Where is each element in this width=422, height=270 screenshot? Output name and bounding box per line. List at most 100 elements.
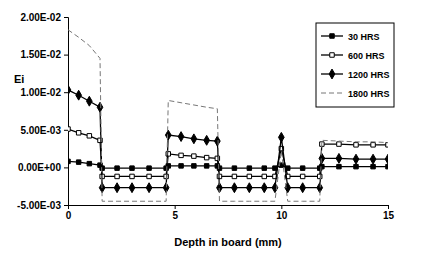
axis-line — [64, 18, 69, 206]
legend-marker — [330, 34, 334, 38]
tick-mark — [68, 205, 69, 209]
marker — [386, 143, 388, 147]
tick: 5 — [172, 205, 178, 221]
tick-mark — [64, 205, 68, 206]
tick: 10 — [276, 205, 288, 221]
data-area — [68, 30, 388, 201]
tick-label: 10 — [276, 210, 288, 221]
marker — [97, 102, 103, 112]
tick-mark — [64, 55, 68, 56]
marker — [76, 131, 80, 135]
tick-label: 1.00E-02 — [20, 87, 61, 98]
marker — [300, 183, 306, 193]
marker — [204, 135, 210, 145]
tick-mark — [64, 17, 68, 18]
legend-box — [316, 23, 394, 107]
marker — [178, 132, 184, 142]
legend-marker — [330, 53, 334, 57]
tick-label: 0 — [66, 210, 72, 221]
marker — [337, 142, 341, 146]
tick-label: 1.50E-02 — [20, 49, 61, 60]
marker — [147, 174, 151, 178]
marker — [204, 164, 208, 168]
marker — [385, 154, 388, 164]
tick: 0.00E+00 — [18, 162, 68, 173]
marker — [115, 174, 119, 178]
marker — [336, 153, 342, 163]
marker — [319, 153, 325, 163]
marker — [192, 154, 196, 158]
marker — [262, 166, 266, 170]
marker — [179, 153, 183, 157]
chart: -5.00E-03 0.00E+00 5.00E-03 1.00E-02 1.50E-0… — [0, 0, 422, 270]
marker — [370, 154, 376, 164]
tick-label: -5.00E-03 — [17, 200, 61, 211]
marker — [192, 164, 196, 168]
marker — [232, 166, 236, 170]
tick-mark — [388, 205, 389, 209]
marker — [278, 132, 284, 142]
marker — [354, 164, 358, 168]
legend-line — [321, 93, 343, 94]
marker — [87, 161, 91, 165]
marker — [337, 164, 341, 168]
marker — [68, 127, 70, 131]
legend-label: 30 HRS — [348, 32, 380, 42]
legend-label: 1200 HRS — [348, 70, 390, 80]
legend-marker — [329, 69, 335, 79]
tick: -5.00E-03 — [17, 200, 68, 211]
marker — [76, 90, 82, 100]
legend-label: 600 HRS — [348, 51, 385, 61]
marker — [247, 174, 251, 178]
marker — [130, 166, 134, 170]
marker — [214, 136, 220, 146]
marker — [300, 166, 304, 170]
tick-label: 5 — [172, 210, 178, 221]
marker — [165, 130, 171, 140]
marker — [247, 166, 251, 170]
marker — [371, 164, 375, 168]
tick: 15 — [383, 205, 395, 221]
marker — [114, 183, 120, 193]
marker — [232, 183, 238, 193]
marker — [147, 166, 151, 170]
series-line — [68, 30, 388, 201]
tick: 1.50E-02 — [20, 49, 68, 60]
tick-label: 5.00E-03 — [20, 125, 61, 136]
y-axis: -5.00E-03 0.00E+00 5.00E-03 1.00E-02 1.50E-0… — [17, 12, 68, 211]
marker — [76, 160, 80, 164]
y-axis-title: Ei — [14, 73, 24, 85]
tick-label: 15 — [383, 210, 395, 221]
marker — [146, 183, 152, 193]
tick: 1.00E-02 — [20, 87, 68, 98]
tick-label: 2.00E-02 — [20, 12, 61, 23]
tick-mark — [64, 167, 68, 168]
marker — [87, 134, 91, 138]
marker — [371, 143, 375, 147]
marker — [179, 164, 183, 168]
marker — [115, 166, 119, 170]
marker — [204, 155, 208, 159]
marker — [86, 96, 92, 106]
marker — [300, 174, 304, 178]
tick: 2.00E-02 — [20, 12, 68, 23]
marker — [232, 174, 236, 178]
legend-label: 1800 HRS — [348, 89, 390, 99]
marker — [68, 85, 71, 95]
plot: -5.00E-03 0.00E+00 5.00E-03 1.00E-02 1.50E-0… — [17, 12, 394, 221]
marker — [246, 183, 252, 193]
tick-mark — [64, 130, 68, 131]
tick: 5.00E-03 — [20, 125, 68, 136]
marker — [354, 143, 358, 147]
marker — [130, 174, 134, 178]
tick-label: 0.00E+00 — [18, 162, 62, 173]
legend: 30 HRS 600 HRS 1200 HRS 1800 HRS — [316, 23, 394, 107]
marker — [129, 183, 135, 193]
x-axis-title: Depth in board (mm) — [174, 236, 282, 248]
tick-mark — [64, 92, 68, 93]
marker — [191, 134, 197, 144]
tick: 0 — [66, 205, 72, 221]
axis-line — [69, 206, 389, 210]
marker — [353, 154, 359, 164]
marker — [262, 174, 266, 178]
